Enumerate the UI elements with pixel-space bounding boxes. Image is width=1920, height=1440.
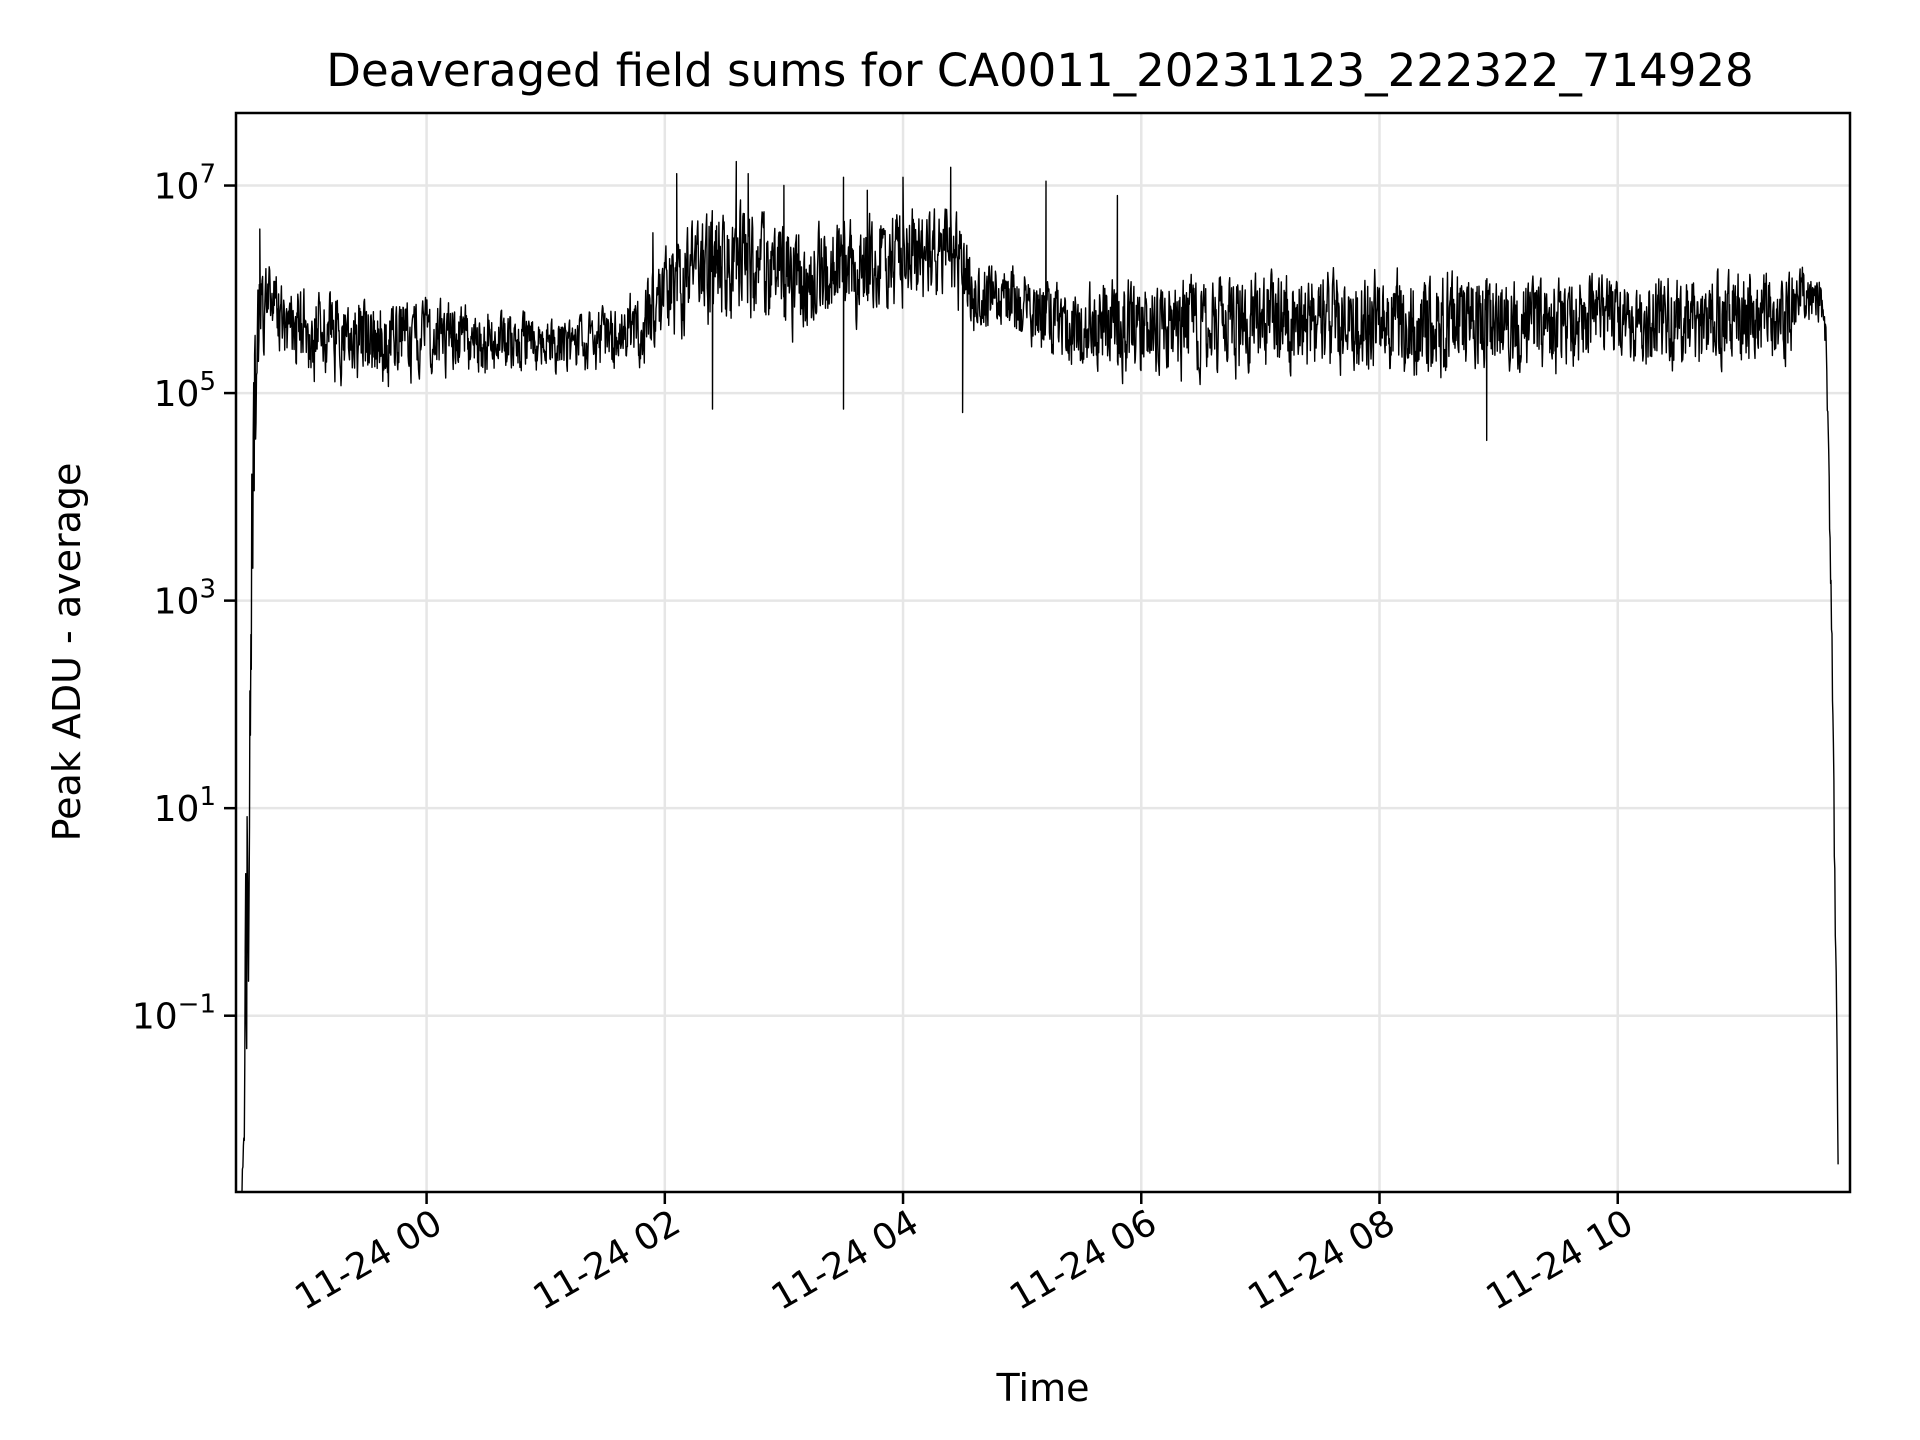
- series-line: [241, 160, 1839, 1192]
- y-tick-label: 103: [154, 575, 216, 623]
- y-tick-label: 10−1: [132, 990, 216, 1038]
- plot-area: [241, 160, 1839, 1192]
- y-axis-label: Peak ADU - average: [45, 463, 89, 842]
- plot-frame: [234, 111, 1852, 1194]
- y-tick-label: 101: [154, 782, 216, 830]
- x-axis-label: Time: [996, 1366, 1090, 1410]
- chart-title: Deaveraged field sums for CA0011_2023112…: [326, 44, 1753, 97]
- y-tick-label: 105: [154, 367, 216, 415]
- y-tick-label: 107: [154, 160, 216, 208]
